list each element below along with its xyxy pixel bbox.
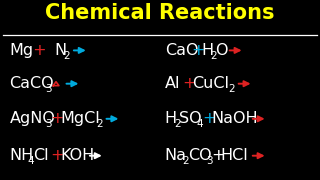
Text: +: + (183, 76, 196, 91)
Text: 3: 3 (45, 84, 52, 94)
Text: AgNO: AgNO (10, 111, 55, 126)
Text: H: H (201, 43, 213, 58)
Text: CaO: CaO (165, 43, 198, 58)
Text: O: O (215, 43, 228, 58)
Text: NH: NH (10, 148, 34, 163)
Text: 2: 2 (96, 119, 103, 129)
Text: Mg: Mg (10, 43, 34, 58)
Text: CaCO: CaCO (10, 76, 54, 91)
Text: Al: Al (165, 76, 180, 91)
Text: +: + (202, 111, 215, 126)
Text: 3: 3 (206, 156, 212, 166)
Text: 3: 3 (45, 119, 52, 129)
Text: 2: 2 (210, 51, 217, 61)
Text: Na: Na (165, 148, 187, 163)
Text: NaOH: NaOH (212, 111, 258, 126)
Text: 2: 2 (183, 156, 189, 166)
Text: KOH: KOH (60, 148, 94, 163)
Text: 2: 2 (228, 84, 235, 94)
Text: 4: 4 (28, 156, 34, 166)
Text: 2: 2 (174, 119, 180, 129)
Text: 2: 2 (63, 51, 70, 61)
Text: +: + (211, 148, 224, 163)
Text: +: + (51, 111, 64, 126)
Text: Cl: Cl (33, 148, 48, 163)
Text: CO: CO (188, 148, 212, 163)
Text: MgCl: MgCl (60, 111, 100, 126)
Text: CuCl: CuCl (192, 76, 229, 91)
Text: 4: 4 (197, 119, 204, 129)
Text: +: + (28, 43, 51, 58)
Text: SO: SO (179, 111, 202, 126)
Text: +: + (51, 148, 64, 163)
Text: N: N (54, 43, 67, 58)
Text: Chemical Reactions: Chemical Reactions (45, 3, 275, 23)
Text: HCl: HCl (220, 148, 248, 163)
Text: H: H (165, 111, 177, 126)
Text: +: + (192, 43, 205, 58)
